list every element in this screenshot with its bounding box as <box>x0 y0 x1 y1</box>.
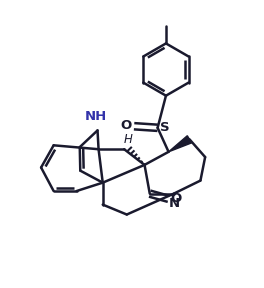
Polygon shape <box>169 136 192 152</box>
Text: N: N <box>169 197 180 210</box>
Text: O: O <box>121 120 132 132</box>
Text: S: S <box>160 121 170 134</box>
Text: H: H <box>124 133 133 146</box>
Text: NH: NH <box>85 110 107 123</box>
Text: O: O <box>171 192 182 205</box>
